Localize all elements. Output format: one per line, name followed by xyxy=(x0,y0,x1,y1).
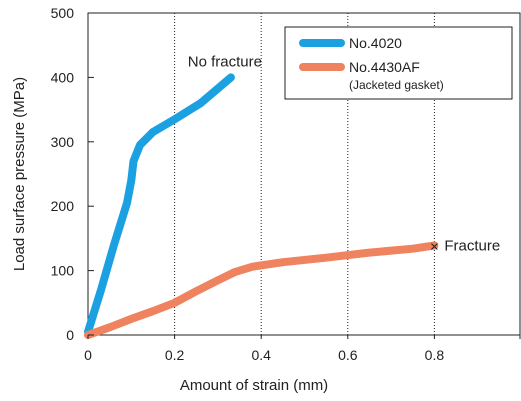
series-line-1 xyxy=(84,241,439,339)
fracture-marker: × xyxy=(430,238,439,255)
legend-label-4020: No.4020 xyxy=(349,35,402,51)
annotation-no-fracture: No fracture xyxy=(188,53,262,70)
x-tick-label-3: 0.6 xyxy=(338,347,358,363)
x-axis-title: Amount of strain (mm) xyxy=(180,377,328,394)
series-line-0 xyxy=(84,73,235,336)
legend-label-4430af: No.4430AF xyxy=(349,59,420,75)
y-tick-label-0: 0 xyxy=(66,327,74,343)
x-tick-label-2: 0.4 xyxy=(251,347,271,363)
y-axis-title: Load surface pressure (MPa) xyxy=(11,77,28,271)
y-tick-label-1: 100 xyxy=(51,263,75,279)
y-tick-label-4: 400 xyxy=(51,69,75,85)
y-tick-label-3: 300 xyxy=(51,134,75,150)
annotations-layer: No fracture × Fracture xyxy=(188,53,500,255)
x-tick-label-0: 0 xyxy=(84,347,92,363)
ticks-layer: 0 0.2 0.4 0.6 0.8 0 100 200 300 400 500 xyxy=(51,5,521,363)
y-tick-label-2: 200 xyxy=(51,198,75,214)
y-tick-label-5: 500 xyxy=(51,5,75,21)
x-tick-label-1: 0.2 xyxy=(165,347,185,363)
annotation-fracture: Fracture xyxy=(444,237,500,254)
legend: No.4020 No.4430AF (Jacketed gasket) xyxy=(284,26,513,100)
series-layer xyxy=(84,73,439,339)
x-tick-label-4: 0.8 xyxy=(425,347,445,363)
plot-frame xyxy=(87,12,521,336)
legend-sublabel-4430af: (Jacketed gasket) xyxy=(349,78,444,92)
